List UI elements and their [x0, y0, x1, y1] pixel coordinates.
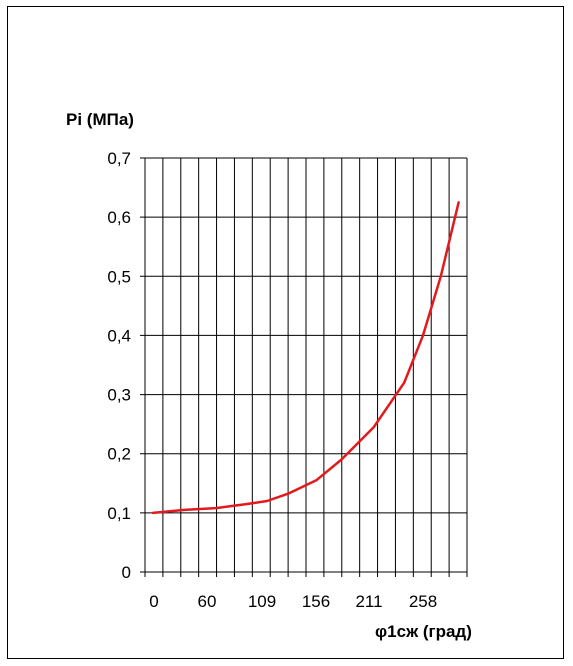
x-tick-label: 60 — [198, 592, 217, 611]
y-tick-label: 0,4 — [107, 326, 131, 345]
series-lines — [151, 201, 460, 515]
y-tick-label: 0,3 — [107, 386, 131, 405]
y-tick-label: 0,6 — [107, 208, 131, 227]
y-axis-title: Pi (МПа) — [66, 110, 134, 129]
x-tick-label: 211 — [355, 592, 382, 611]
y-tick-label: 0,2 — [107, 445, 131, 464]
y-tick-labels: 0 0,1 0,2 0,3 0,4 0,5 0,6 0,7 — [107, 149, 131, 582]
y-tick-label: 0 — [122, 563, 131, 582]
chart-frame — [7, 6, 564, 659]
x-tick-label: 109 — [248, 592, 276, 611]
x-tick-label: 258 — [409, 592, 437, 611]
series-line — [151, 201, 460, 515]
y-tick-label: 0,5 — [107, 267, 131, 286]
x-axis-title: φ1сж (град) — [375, 622, 472, 641]
y-tick-label: 0,7 — [107, 149, 131, 168]
axes — [144, 158, 468, 577]
y-tick-label: 0,1 — [107, 504, 131, 523]
x-tick-label: 156 — [302, 592, 330, 611]
x-tick-labels: 0 60 109 156 211 258 — [149, 592, 437, 611]
x-tick-label: 0 — [149, 592, 158, 611]
